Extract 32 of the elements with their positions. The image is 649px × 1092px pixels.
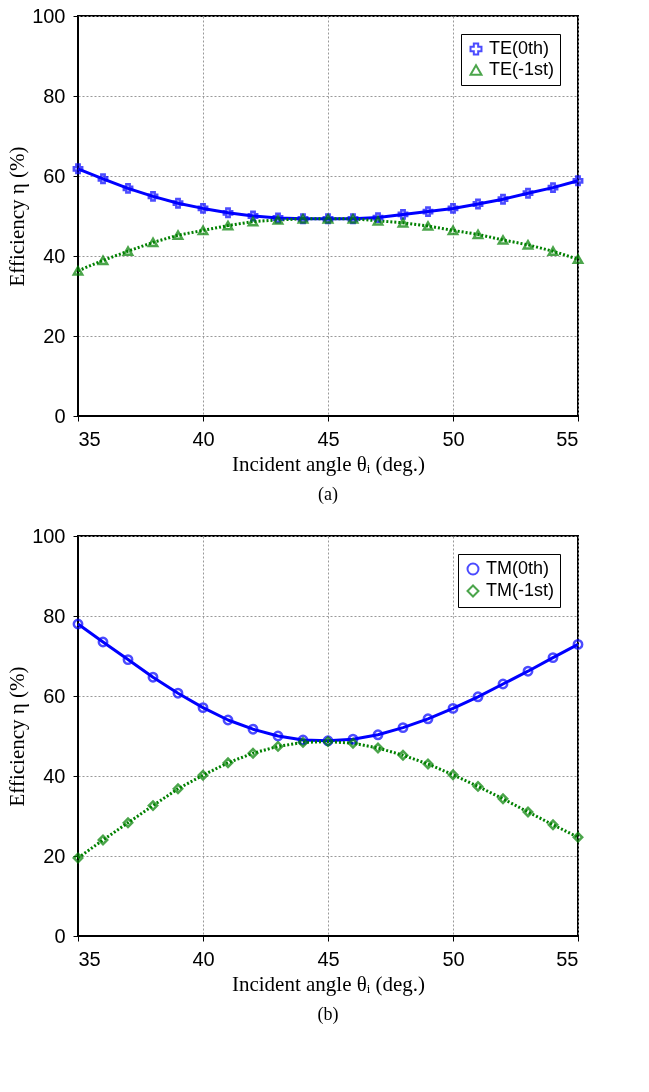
- legend-label: TM(0th): [486, 558, 549, 578]
- x-axis-title: Incident angle θᵢ (deg.): [231, 971, 426, 996]
- y-tick-label: 80: [43, 604, 66, 627]
- x-tick-label: 50: [442, 947, 465, 970]
- x-tick-label: 35: [78, 427, 101, 450]
- legend-label: TM(-1st): [486, 580, 554, 600]
- x-axis-title: Incident angle θᵢ (deg.): [231, 451, 426, 476]
- y-tick-label: 40: [43, 244, 66, 267]
- y-axis-title: Efficiency η (%): [5, 146, 30, 287]
- y-tick-label: 80: [43, 84, 66, 107]
- x-tick-label: 55: [556, 427, 579, 450]
- text: (a): [318, 484, 338, 505]
- y-tick-label: 20: [43, 324, 66, 347]
- x-tick-label: 45: [317, 427, 340, 450]
- x-tick-label: 55: [556, 947, 579, 970]
- legend-label: TE(-1st): [489, 59, 554, 79]
- legend-label: TE(0th): [489, 38, 550, 58]
- y-tick-label: 100: [32, 524, 66, 547]
- x-tick-label: 40: [192, 427, 215, 450]
- x-tick-label: 50: [442, 427, 465, 450]
- x-tick-label: 40: [192, 947, 215, 970]
- y-tick-label: 0: [54, 924, 66, 947]
- y-tick-label: 60: [43, 164, 66, 187]
- y-tick-label: 20: [43, 844, 66, 867]
- x-tick-label: 45: [317, 947, 340, 970]
- text: (b): [317, 1004, 339, 1025]
- y-tick-label: 60: [43, 684, 66, 707]
- y-tick-label: 0: [54, 404, 66, 427]
- y-tick-label: 100: [32, 4, 66, 27]
- y-axis-title: Efficiency η (%): [5, 666, 30, 807]
- y-tick-label: 40: [43, 764, 66, 787]
- x-tick-label: 35: [78, 947, 101, 970]
